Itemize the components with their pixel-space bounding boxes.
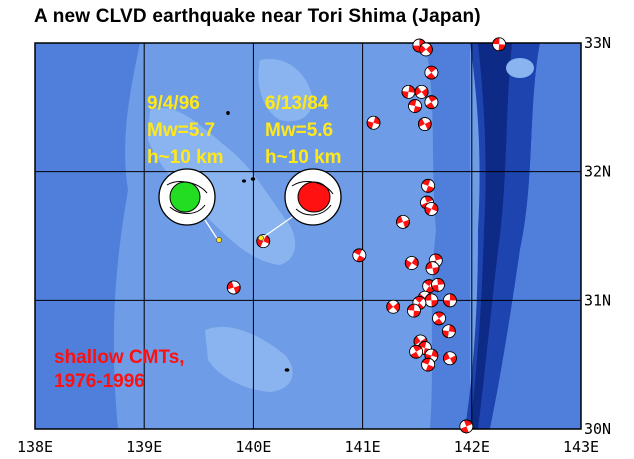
event-1984-leader (261, 214, 296, 239)
event-1984-depth: h~10 km (265, 147, 342, 168)
cmt-marker (396, 214, 410, 229)
cmt-marker (425, 261, 440, 276)
event-1984-magnitude: Mw=5.6 (265, 120, 333, 141)
latitude-tick-label: 32N (584, 163, 611, 181)
cmt-marker (414, 84, 429, 99)
highlighted-events: 9/4/96 Mw=5.7 h~10 km 6/13/84 Mw=5.6 h~1… (147, 93, 342, 243)
event-1996-depth: h~10 km (147, 147, 224, 168)
island (250, 177, 256, 181)
longitude-tick-label: 142E (454, 438, 490, 456)
cmt-marker (417, 117, 432, 131)
bathymetry (35, 43, 581, 429)
cmt-marker (443, 293, 457, 308)
latitude-tick-label: 31N (584, 291, 611, 309)
cmt-marker (421, 357, 436, 372)
map-title: A new CLVD earthquake near Tori Shima (J… (34, 6, 481, 27)
longitude-tick-label: 143E (563, 438, 599, 456)
latitude-tick-label: 30N (584, 420, 611, 438)
event-1984-date: 6/13/84 (265, 93, 329, 114)
map-frame (34, 42, 582, 430)
event-1996-annotation: 9/4/96 Mw=5.7 h~10 km (147, 93, 224, 168)
event-1984-annotation: 6/13/84 Mw=5.6 h~10 km (265, 93, 342, 168)
cmt-marker (424, 65, 439, 80)
latitude-tick-label: 33N (584, 34, 611, 52)
islands (226, 111, 290, 372)
cmt-marker (386, 299, 401, 314)
cmt-marker (459, 419, 474, 434)
cmt-marker (407, 303, 421, 318)
longitude-tick-label: 140E (235, 438, 271, 456)
cmt-marker (443, 351, 457, 366)
beachball-1984 (284, 168, 342, 226)
cmt-marker (352, 248, 367, 263)
longitude-tick-label: 141E (345, 438, 381, 456)
event-1996-epicenter (216, 237, 222, 243)
longitude-axis-labels: 138E 139E 140E 141E 142E 143E (17, 438, 599, 456)
island (226, 111, 230, 115)
cmt-marker (401, 84, 416, 99)
legend-line-2: 1976-1996 (54, 371, 145, 392)
event-1996-leader (204, 219, 219, 241)
beachball-1996 (158, 168, 216, 226)
cmt-marker (421, 178, 436, 193)
event-1984-epicenter (258, 235, 264, 241)
legend-line-1: shallow CMTs, (54, 347, 185, 368)
cmt-marker (424, 293, 439, 308)
cmt-marker (492, 37, 507, 52)
event-1996-magnitude: Mw=5.7 (147, 120, 215, 141)
island (242, 179, 246, 183)
latitude-axis-labels: 33N 32N 31N 30N (584, 34, 611, 438)
cmt-marker (404, 256, 419, 270)
cmt-marker (441, 324, 456, 339)
cmt-marker (226, 280, 241, 295)
longitude-tick-label: 139E (126, 438, 162, 456)
event-1996-date: 9/4/96 (147, 93, 200, 114)
island (284, 368, 290, 372)
longitude-tick-label: 138E (17, 438, 53, 456)
cmt-marker (409, 344, 424, 359)
cmt-marker (366, 115, 381, 130)
cmt-marker (424, 202, 439, 216)
cmt-marker (419, 42, 433, 57)
cmt-marker (431, 277, 445, 292)
cmt-marker (432, 311, 446, 326)
shallow-cmt-markers (226, 37, 507, 434)
cmt-marker (424, 95, 439, 110)
cmt-legend: shallow CMTs, 1976-1996 (54, 347, 185, 392)
cmt-marker (408, 99, 422, 113)
